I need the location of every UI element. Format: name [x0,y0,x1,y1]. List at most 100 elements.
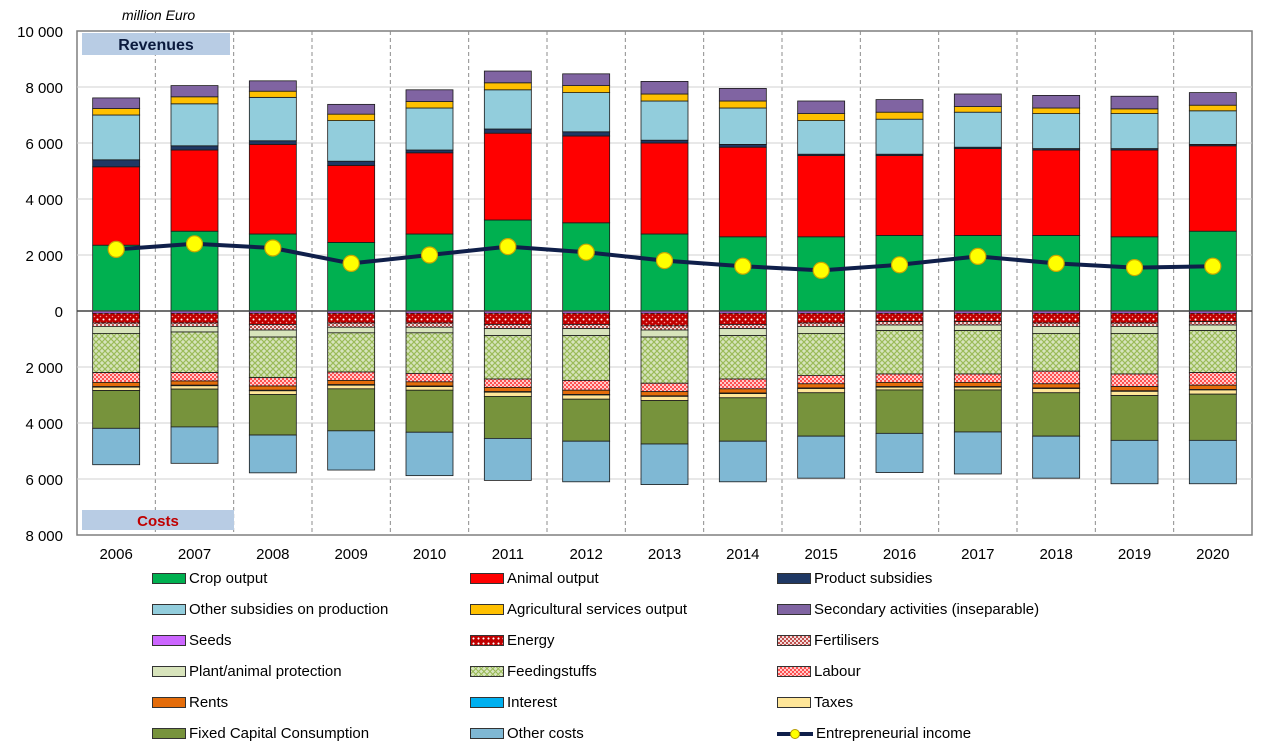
x-tick-label: 2017 [961,546,994,560]
legend-item-feedingstuffs: Feedingstuffs [470,661,597,681]
revenues-label-box [82,33,230,55]
legend-label: Fertilisers [814,631,880,649]
bar-animal-output-2013 [640,142,689,235]
legend-label: Taxes [814,693,854,711]
x-tick-label: 2006 [99,546,132,560]
bar-feedingstuffs-2014 [718,335,767,380]
legend-swatch [777,696,811,708]
bar-fertilisers-2010 [405,322,454,328]
legend-swatch [777,603,811,615]
legend-item-labour: Labour [777,661,861,681]
bar-other-costs-2011 [483,437,532,481]
bar-feedingstuffs-2009 [327,332,376,373]
x-tick-label: 2020 [1196,546,1229,560]
bar-labour-2019 [1110,373,1159,388]
bar-other-subsidies-on-production-2020 [1188,110,1237,145]
legend-swatch [152,727,186,739]
bar-labour-2011 [483,378,532,388]
bar-other-costs-2008 [248,434,297,474]
bar-secondary-activities-inseparable-2010 [405,89,454,102]
bar-other-subsidies-on-production-2018 [1032,113,1081,149]
bar-plant-animal-protection-2015 [797,325,846,334]
bar-taxes-2009 [327,384,376,390]
legend-swatch [152,603,186,615]
y-tick-label: 2 000 [25,248,63,265]
x-tick-label: 2018 [1039,546,1072,560]
bar-feedingstuffs-2018 [1032,332,1081,372]
income-point-2012 [577,243,595,261]
bar-energy-2010 [405,312,454,324]
bar-agricultural-services-output-2013 [640,93,689,102]
bar-feedingstuffs-2015 [797,332,846,376]
bar-other-costs-2012 [562,440,611,483]
bar-fertilisers-2007 [170,322,219,327]
bar-plant-animal-protection-2009 [327,326,376,334]
bar-other-subsidies-on-production-2007 [170,103,219,147]
bar-fertilisers-2016 [875,321,924,326]
income-line [107,235,1222,279]
bar-animal-output-2018 [1032,149,1081,236]
bar-rents-2020 [1188,384,1237,390]
x-tick-label: 2011 [492,546,524,560]
bar-fixed-capital-consumption-2020 [1188,393,1237,441]
legend-item-taxes: Taxes [777,692,853,712]
chart-canvas: 10 000 8 000 6 000 4 000 2 000 0 2 000 4 000 6 0… [17,7,1253,560]
bar-fixed-capital-consumption-2007 [170,388,219,428]
bar-plant-animal-protection-2012 [562,328,611,337]
bar-secondary-activities-inseparable-2009 [327,103,376,115]
bar-product-subsidies-2013 [640,139,689,144]
legend-label: Energy [507,631,555,649]
legend-swatch [470,572,504,584]
income-point-2007 [185,235,204,253]
bar-fertilisers-2009 [327,322,376,328]
bar-product-subsidies-2006 [92,159,141,168]
bar-plant-animal-protection-2011 [483,328,532,337]
legend-swatch [777,572,811,584]
bar-feedingstuffs-2020 [1188,330,1237,374]
bar-taxes-2016 [875,386,924,391]
bar-energy-2007 [170,312,219,324]
legend-item-plant-animal-protection: Plant/animal protection [152,661,342,681]
bar-fertilisers-2012 [562,324,611,330]
bar-fixed-capital-consumption-2010 [405,389,454,433]
legend-label: Rents [189,693,229,711]
y-tick-label: 4 000 [25,192,63,209]
bar-animal-output-2020 [1188,145,1237,232]
legend-label: Fixed Capital Consumption [189,724,370,742]
bar-agricultural-services-output-2016 [875,111,924,120]
legend-swatch [777,728,813,739]
bar-taxes-2018 [1032,388,1081,394]
bar-other-subsidies-on-production-2010 [405,107,454,151]
income-point-2010 [420,246,439,264]
bar-feedingstuffs-2016 [875,330,924,375]
bar-other-costs-2010 [405,431,454,477]
bar-feedingstuffs-2017 [953,330,1002,375]
bar-other-costs-2020 [1188,439,1237,485]
x-tick-label: 2016 [883,546,916,560]
bar-fertilisers-2017 [953,321,1002,326]
bar-rents-2008 [248,385,297,391]
legend-label: Crop output [189,569,268,587]
x-tick-label: 2008 [256,546,289,560]
bar-taxes-2020 [1188,389,1237,395]
legend-item-seeds: Seeds [152,630,232,650]
income-point-2017 [969,247,987,265]
legend-item-agricultural-services-output: Agricultural services output [470,599,687,619]
y-tick-label: 6 000 [25,136,63,153]
bar-labour-2010 [405,373,454,383]
bar-feedingstuffs-2019 [1110,332,1159,375]
bar-product-subsidies-2012 [562,131,611,137]
income-point-2016 [890,256,909,274]
bar-crop-output-2009 [327,241,376,312]
bar-energy-2008 [248,312,297,325]
y-axis: 10 000 8 000 6 000 4 000 2 000 0 2 000 4 000 6 0… [17,24,63,545]
bar-plant-animal-protection-2013 [640,329,689,338]
legend-label: Interest [507,693,558,711]
bar-other-costs-2019 [1110,439,1159,485]
bar-energy-2020 [1188,312,1237,323]
bar-animal-output-2008 [248,143,297,235]
bar-plant-animal-protection-2008 [248,329,297,338]
bar-energy-2009 [327,312,376,324]
legend-label: Feedingstuffs [507,662,597,680]
legend-item-fertilisers: Fertilisers [777,630,879,650]
